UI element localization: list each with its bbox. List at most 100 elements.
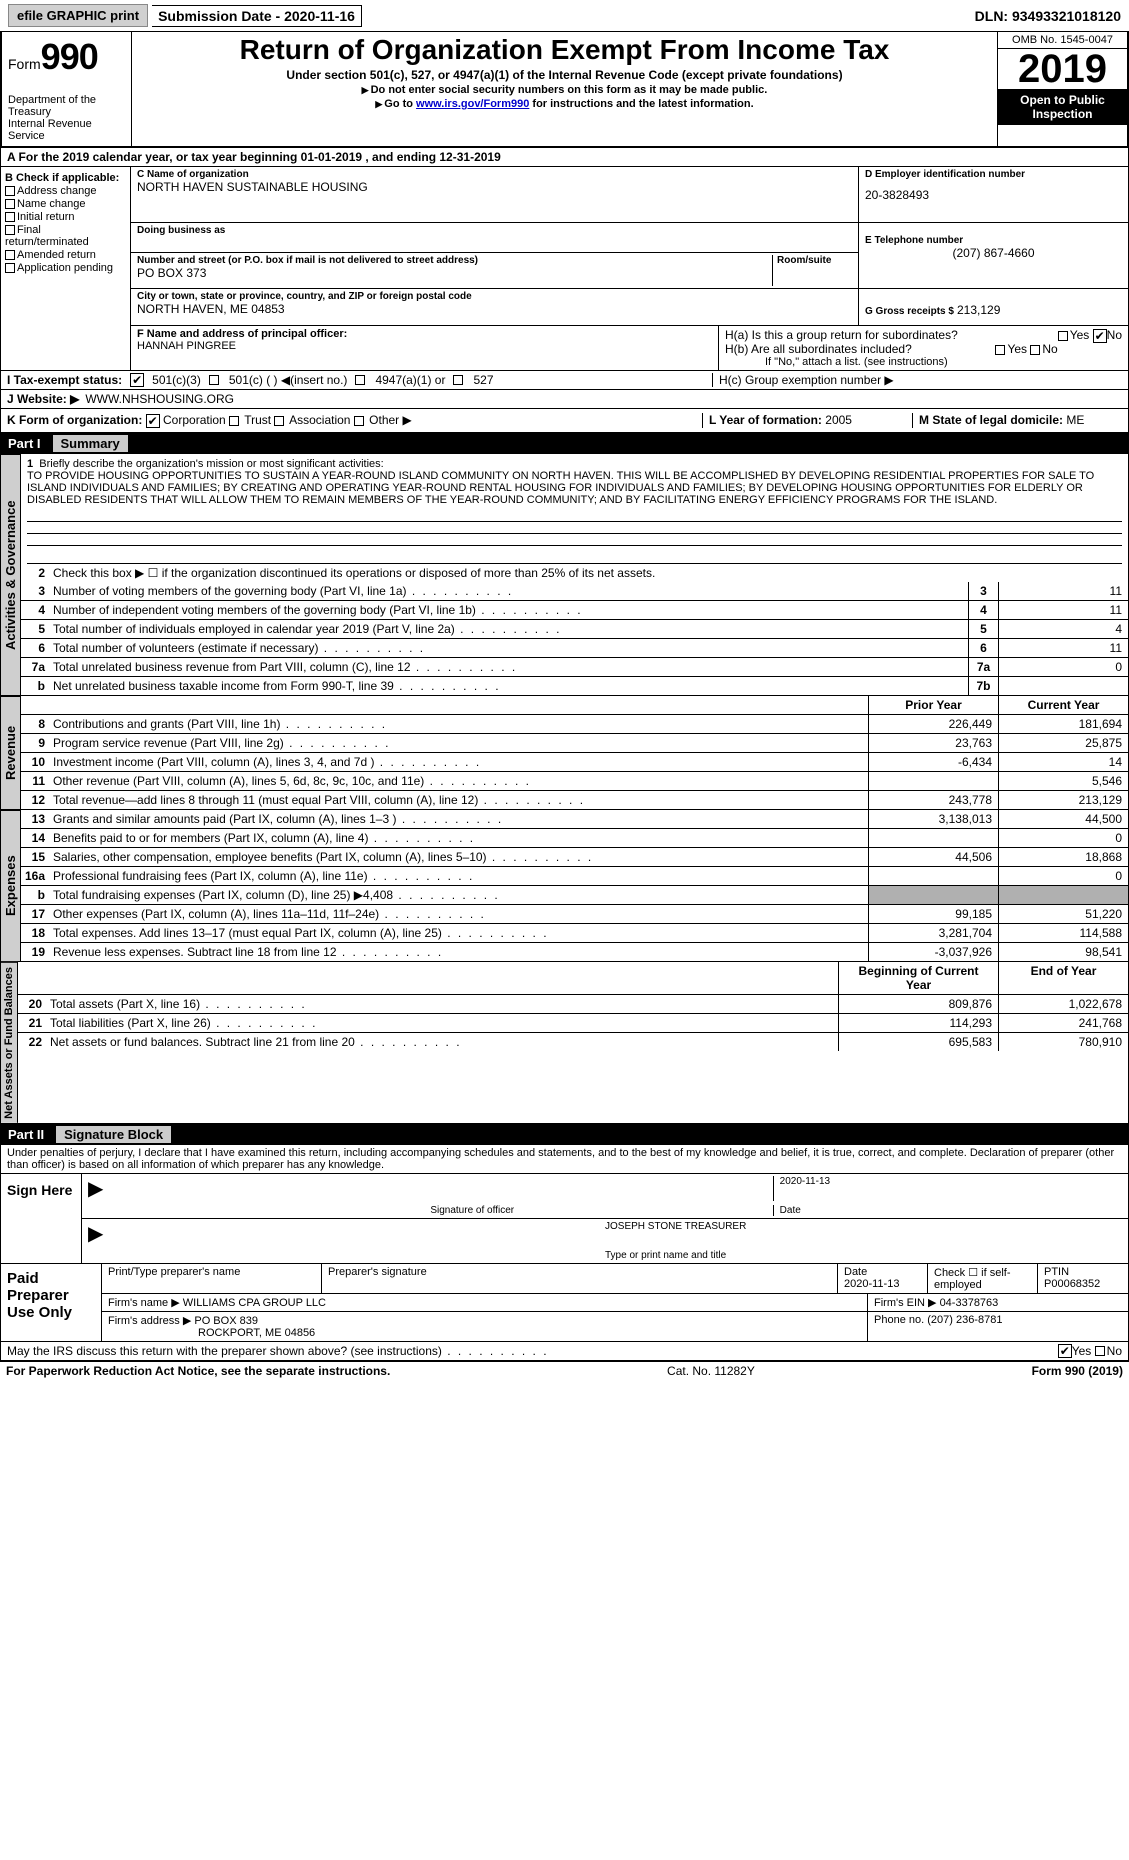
header-sub1: Under section 501(c), 527, or 4947(a)(1)… bbox=[140, 68, 989, 82]
row-k-form-org: K Form of organization: ✔ Corporation Tr… bbox=[0, 409, 1129, 433]
prep-name-label: Print/Type preparer's name bbox=[102, 1264, 322, 1293]
top-bar: efile GRAPHIC print Submission Date - 20… bbox=[0, 0, 1129, 31]
col-b-checkboxes: B Check if applicable: Address change Na… bbox=[1, 167, 131, 370]
cb-501c[interactable] bbox=[209, 375, 219, 385]
signature-block: Under penalties of perjury, I declare th… bbox=[0, 1145, 1129, 1362]
cb-501c3[interactable]: ✔ bbox=[130, 373, 144, 387]
checkbox-name-change[interactable] bbox=[5, 199, 15, 209]
line2-checkbox: Check this box ▶ ☐ if the organization d… bbox=[49, 564, 1128, 582]
checkbox-final-return[interactable] bbox=[5, 225, 15, 235]
header-left: Form990 Department of the Treasury Inter… bbox=[2, 32, 132, 146]
cb-corporation[interactable]: ✔ bbox=[146, 414, 160, 428]
part2-header: Part II Signature Block bbox=[0, 1124, 1129, 1145]
cb-other[interactable] bbox=[354, 416, 364, 426]
paid-preparer-label: Paid Preparer Use Only bbox=[1, 1264, 101, 1341]
may-irs-yes[interactable]: ✔ bbox=[1058, 1344, 1072, 1358]
hdr-prior-year: Prior Year bbox=[868, 696, 998, 714]
submission-date: Submission Date - 2020-11-16 bbox=[152, 5, 362, 27]
part1-revenue: Revenue Prior YearCurrent Year 8 Contrib… bbox=[0, 696, 1129, 810]
mission-text: TO PROVIDE HOUSING OPPORTUNITIES TO SUST… bbox=[27, 470, 1094, 506]
summary-row: 17 Other expenses (Part IX, column (A), … bbox=[21, 905, 1128, 924]
form-label: Form bbox=[8, 56, 41, 72]
firm-name: WILLIAMS CPA GROUP LLC bbox=[183, 1297, 326, 1309]
footer-right: Form 990 (2019) bbox=[1032, 1364, 1123, 1378]
header-sub3: Go to www.irs.gov/Form990 for instructio… bbox=[140, 98, 989, 110]
firm-address: PO BOX 839 bbox=[194, 1315, 258, 1327]
tab-revenue: Revenue bbox=[1, 696, 21, 809]
dba-label: Doing business as bbox=[137, 225, 852, 236]
cb-527[interactable] bbox=[453, 375, 463, 385]
entity-info-grid: B Check if applicable: Address change Na… bbox=[0, 167, 1129, 371]
phone-value: (207) 867-4660 bbox=[865, 246, 1122, 260]
may-irs-no[interactable] bbox=[1095, 1346, 1105, 1356]
row-j-website: J Website: ▶ WWW.NHSHOUSING.ORG bbox=[0, 390, 1129, 409]
cb-association[interactable] bbox=[274, 416, 284, 426]
dln: DLN: 93493321018120 bbox=[975, 8, 1121, 24]
summary-row: 5 Total number of individuals employed i… bbox=[21, 620, 1128, 639]
gross-receipts-label: G Gross receipts $ bbox=[865, 306, 954, 317]
tab-net-assets: Net Assets or Fund Balances bbox=[1, 962, 18, 1123]
prep-date: 2020-11-13 bbox=[844, 1278, 899, 1290]
summary-row: 11 Other revenue (Part VIII, column (A),… bbox=[21, 772, 1128, 791]
summary-row: 6 Total number of volunteers (estimate i… bbox=[21, 639, 1128, 658]
checkbox-amended[interactable] bbox=[5, 250, 15, 260]
ha-no[interactable]: ✔ bbox=[1093, 329, 1107, 343]
principal-officer: F Name and address of principal officer:… bbox=[131, 326, 718, 370]
header-sub2: Do not enter social security numbers on … bbox=[140, 84, 989, 96]
sig-intro: Under penalties of perjury, I declare th… bbox=[1, 1145, 1128, 1173]
col-b-header: B Check if applicable: bbox=[5, 172, 126, 184]
dept-treasury: Department of the Treasury Internal Reve… bbox=[8, 94, 125, 142]
footer-mid: Cat. No. 11282Y bbox=[667, 1364, 755, 1378]
header-mid: Return of Organization Exempt From Incom… bbox=[132, 32, 997, 146]
summary-row: 20 Total assets (Part X, line 16) 809,87… bbox=[18, 995, 1128, 1014]
org-name-label: C Name of organization bbox=[137, 169, 852, 180]
summary-row: 13 Grants and similar amounts paid (Part… bbox=[21, 810, 1128, 829]
summary-row: 9 Program service revenue (Part VIII, li… bbox=[21, 734, 1128, 753]
summary-row: 15 Salaries, other compensation, employe… bbox=[21, 848, 1128, 867]
summary-row: 18 Total expenses. Add lines 13–17 (must… bbox=[21, 924, 1128, 943]
summary-row: 4 Number of independent voting members o… bbox=[21, 601, 1128, 620]
group-return-block: H(a) Is this a group return for subordin… bbox=[718, 326, 1128, 370]
city-value: NORTH HAVEN, ME 04853 bbox=[137, 302, 852, 316]
summary-row: 14 Benefits paid to or for members (Part… bbox=[21, 829, 1128, 848]
hc-exemption: H(c) Group exemption number ▶ bbox=[712, 373, 1122, 387]
summary-row: 21 Total liabilities (Part X, line 26) 1… bbox=[18, 1014, 1128, 1033]
irs-link[interactable]: www.irs.gov/Form990 bbox=[416, 98, 529, 110]
tab-activities-governance: Activities & Governance bbox=[1, 454, 21, 695]
ein-label: D Employer identification number bbox=[865, 169, 1122, 180]
row-f-h: F Name and address of principal officer:… bbox=[131, 325, 1128, 370]
gross-receipts-value: 213,129 bbox=[957, 303, 1000, 317]
firm-ein: 04-3378763 bbox=[940, 1297, 999, 1309]
hb-no[interactable] bbox=[1030, 345, 1040, 355]
phone-label: E Telephone number bbox=[865, 235, 1122, 246]
cb-4947[interactable] bbox=[355, 375, 365, 385]
summary-row: 12 Total revenue—add lines 8 through 11 … bbox=[21, 791, 1128, 809]
cb-trust[interactable] bbox=[229, 416, 239, 426]
col-c-wrapper: C Name of organization NORTH HAVEN SUSTA… bbox=[131, 167, 1128, 370]
efile-print-button[interactable]: efile GRAPHIC print bbox=[8, 4, 148, 27]
website-value: WWW.NHSHOUSING.ORG bbox=[85, 392, 234, 406]
sign-here-label: Sign Here bbox=[1, 1174, 81, 1263]
row-i-tax-status: I Tax-exempt status: ✔501(c)(3) 501(c) (… bbox=[0, 371, 1129, 390]
city-label: City or town, state or province, country… bbox=[137, 291, 852, 302]
blank-line bbox=[27, 510, 1122, 522]
line1-mission: 1 Briefly describe the organization's mi… bbox=[21, 454, 1128, 510]
ha-yes[interactable] bbox=[1058, 331, 1068, 341]
may-irs-discuss: May the IRS discuss this return with the… bbox=[7, 1344, 549, 1359]
street-label: Number and street (or P.O. box if mail i… bbox=[137, 255, 772, 266]
form-header: Form990 Department of the Treasury Inter… bbox=[0, 31, 1129, 148]
hdr-end-year: End of Year bbox=[998, 962, 1128, 994]
summary-row: 10 Investment income (Part VIII, column … bbox=[21, 753, 1128, 772]
blank-line bbox=[27, 522, 1122, 534]
hdr-beginning-year: Beginning of Current Year bbox=[838, 962, 998, 994]
room-label: Room/suite bbox=[777, 255, 852, 266]
prep-sig-label: Preparer's signature bbox=[322, 1264, 838, 1293]
summary-row: 22 Net assets or fund balances. Subtract… bbox=[18, 1033, 1128, 1051]
hb-yes[interactable] bbox=[995, 345, 1005, 355]
checkbox-initial-return[interactable] bbox=[5, 212, 15, 222]
checkbox-app-pending[interactable] bbox=[5, 263, 15, 273]
checkbox-address-change[interactable] bbox=[5, 186, 15, 196]
part1-header: Part I Summary bbox=[0, 433, 1129, 454]
blank-line bbox=[27, 546, 1122, 564]
summary-row: b Total fundraising expenses (Part IX, c… bbox=[21, 886, 1128, 905]
